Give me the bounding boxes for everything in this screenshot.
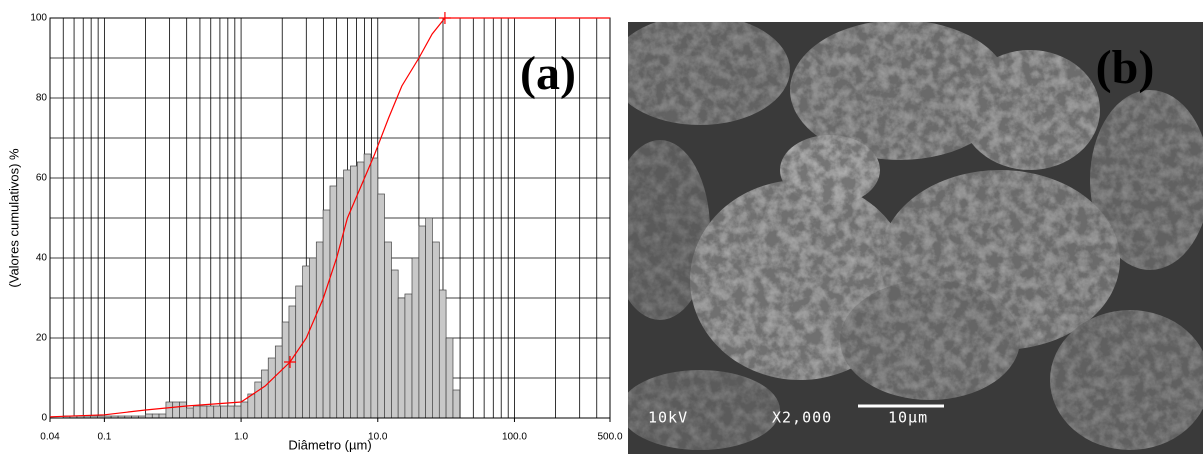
sem-magnification: X2,000 — [772, 409, 832, 427]
bar — [180, 402, 187, 418]
bar — [330, 186, 337, 418]
bar — [159, 414, 166, 418]
y-axis-label: (Valores cumulativos) % — [6, 148, 21, 288]
y-tick-label: 100 — [30, 13, 47, 24]
y-tick-label: 20 — [36, 333, 48, 344]
x-tick-label: 0.1 — [97, 432, 111, 443]
bar — [357, 162, 364, 418]
bar — [275, 346, 282, 418]
bar — [391, 270, 398, 418]
y-tick-label: 40 — [36, 253, 48, 264]
y-tick-label: 60 — [36, 173, 48, 184]
bar — [344, 170, 351, 418]
bar — [378, 194, 385, 418]
x-tick-label: 100.0 — [502, 432, 527, 443]
bar — [398, 298, 405, 418]
bar — [323, 210, 330, 418]
histogram-panel: (Valores cumulativos) % Diâmetro (µm) 0 2… — [6, 12, 623, 452]
bar — [241, 402, 248, 418]
bar — [337, 178, 344, 418]
bar — [255, 382, 262, 418]
bar — [227, 406, 234, 418]
bar — [405, 294, 412, 418]
bar — [432, 242, 439, 418]
x-tick-label: 0.04 — [40, 432, 60, 443]
x-tick-label: 500.0 — [597, 432, 622, 443]
bar — [426, 218, 433, 418]
cumulative-marker — [439, 12, 451, 24]
bar — [152, 414, 159, 418]
bar — [309, 258, 316, 418]
bar — [453, 390, 460, 418]
sem-image: (b) 10kV X2,000 10µm — [610, 15, 1203, 454]
y-tick-label: 0 — [41, 413, 47, 424]
bar — [419, 226, 426, 418]
bar — [261, 370, 268, 418]
figure: (Valores cumulativos) % Diâmetro (µm) 0 2… — [0, 0, 1203, 454]
y-tick-label: 80 — [36, 93, 48, 104]
bar — [234, 406, 241, 418]
bar — [371, 158, 378, 418]
bar — [268, 358, 275, 418]
bar — [446, 338, 453, 418]
sem-scale-label: 10µm — [888, 409, 928, 427]
bar — [207, 406, 214, 418]
bar — [221, 406, 228, 418]
bar — [412, 258, 419, 418]
bar — [439, 290, 446, 418]
panel-label: (a) — [520, 47, 576, 100]
bar — [193, 406, 200, 418]
bar — [248, 394, 255, 418]
bar — [166, 402, 173, 418]
bar — [186, 408, 193, 418]
panel-label: (b) — [1096, 41, 1155, 94]
bar — [316, 242, 323, 418]
x-tick-label: 10.0 — [368, 432, 388, 443]
bar — [282, 322, 289, 418]
bar — [214, 406, 221, 418]
bar — [384, 242, 391, 418]
x-axis-label: Diâmetro (µm) — [288, 437, 371, 452]
sem-voltage: 10kV — [648, 409, 688, 427]
bar — [173, 402, 180, 418]
bar — [146, 414, 153, 418]
bar — [364, 154, 371, 418]
x-tick-label: 1.0 — [234, 432, 248, 443]
bar — [200, 406, 207, 418]
